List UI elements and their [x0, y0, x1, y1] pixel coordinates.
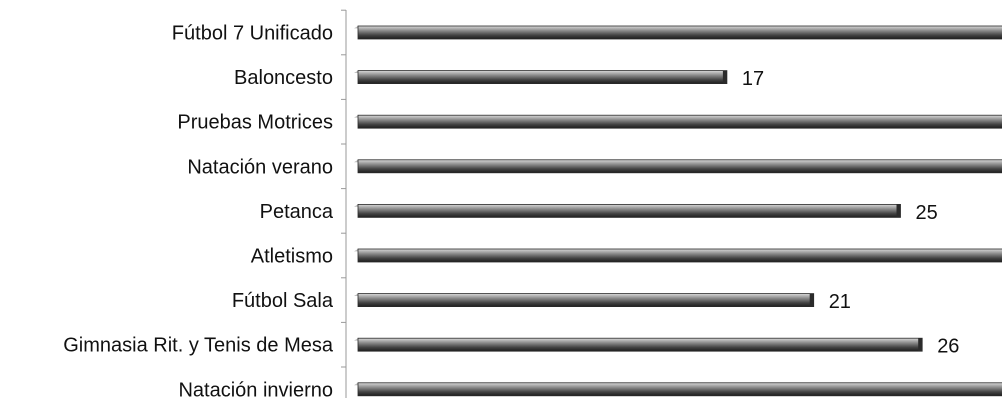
category-label: Baloncesto	[234, 67, 333, 89]
category-label: Pruebas Motrices	[177, 112, 333, 134]
bar	[354, 203, 901, 218]
category-label: Petanca	[260, 201, 334, 223]
bar	[354, 293, 815, 308]
bar-end-cap	[896, 204, 901, 218]
category-label: Gimnasia Rit. y Tenis de Mesa	[63, 335, 334, 357]
bar	[354, 337, 923, 352]
bar-end-cap	[918, 338, 923, 352]
bar	[354, 25, 1002, 40]
bar-series	[354, 25, 1002, 397]
bar	[354, 159, 1002, 174]
bar-end-cap	[722, 70, 727, 84]
category-axis-ticks	[341, 9, 346, 368]
category-label: Fútbol Sala	[232, 290, 334, 312]
category-labels: Fútbol 7 Unificado Baloncesto Pruebas Motr…	[63, 23, 334, 402]
data-labels: 311732412531212635	[742, 68, 960, 358]
bar-face	[357, 25, 1002, 40]
data-label: 17	[742, 68, 764, 90]
bar-end-cap	[809, 293, 814, 307]
category-label: Natación invierno	[178, 379, 333, 401]
bar-face	[357, 382, 1002, 397]
category-label: Fútbol 7 Unificado	[172, 23, 333, 45]
bar-face	[357, 248, 1002, 263]
bar	[354, 248, 1002, 263]
bar-face	[357, 114, 1002, 129]
bar-face	[357, 70, 728, 84]
bar	[354, 70, 728, 84]
category-label: Natación verano	[187, 156, 333, 178]
category-label: Atletismo	[251, 246, 333, 268]
data-label: 21	[829, 291, 851, 313]
bar-face	[357, 337, 923, 352]
bar-face	[357, 293, 815, 308]
data-label: 26	[937, 336, 959, 358]
data-label: 25	[916, 202, 938, 224]
bar-face	[357, 159, 1002, 174]
bar-face	[357, 203, 901, 218]
bar	[354, 382, 1002, 397]
bar	[354, 114, 1002, 129]
